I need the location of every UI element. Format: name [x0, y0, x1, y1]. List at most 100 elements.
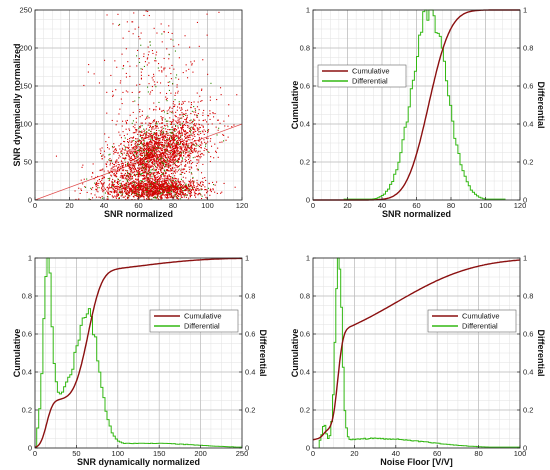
x-tick-label: 100	[479, 201, 492, 210]
scatter-point	[199, 144, 201, 146]
scatter-point	[153, 175, 155, 177]
scatter-point	[175, 146, 177, 148]
scatter-point	[167, 129, 169, 131]
scatter-point	[179, 155, 181, 157]
scatter-point	[216, 192, 218, 194]
scatter-point	[165, 130, 167, 132]
scatter-point	[137, 149, 139, 151]
scatter-point	[205, 142, 207, 144]
scatter-point	[135, 171, 137, 173]
scatter-point	[227, 136, 229, 138]
scatter-point	[115, 162, 117, 164]
scatter-point	[170, 160, 172, 162]
scatter-point	[223, 120, 225, 122]
scatter-point	[137, 184, 139, 186]
scatter-point	[158, 151, 160, 153]
scatter-point	[149, 198, 151, 200]
scatter-point	[157, 171, 159, 173]
scatter-point	[154, 145, 156, 147]
scatter-point	[196, 188, 198, 190]
scatter-point	[95, 188, 97, 190]
scatter-point	[160, 144, 162, 146]
scatter-point	[185, 170, 187, 172]
scatter-point	[143, 53, 145, 55]
scatter-point	[143, 138, 145, 140]
scatter-point	[103, 177, 105, 179]
scatter-point	[173, 196, 175, 198]
scatter-point	[161, 194, 163, 196]
scatter-point	[121, 175, 123, 177]
scatter-point	[142, 193, 144, 195]
scatter-point	[134, 191, 136, 193]
scatter-point	[170, 190, 172, 192]
scatter-point	[125, 182, 127, 184]
scatter-point	[176, 154, 178, 156]
scatter-point	[161, 160, 163, 162]
scatter-point	[126, 177, 128, 179]
scatter-point	[140, 148, 142, 150]
scatter-point	[82, 183, 84, 185]
scatter-point	[161, 33, 163, 35]
scatter-point	[173, 197, 175, 199]
scatter-point	[149, 156, 151, 158]
scatter-point	[195, 188, 197, 190]
scatter-point	[151, 180, 153, 182]
scatter-point	[205, 179, 207, 181]
scatter-point	[156, 141, 158, 143]
scatter-point	[167, 185, 169, 187]
scatter-point	[102, 189, 104, 191]
scatter-point	[141, 131, 143, 133]
scatter-point	[135, 141, 137, 143]
scatter-point	[144, 166, 146, 168]
scatter-point	[148, 138, 150, 140]
scatter-point	[155, 186, 157, 188]
scatter-point	[128, 163, 130, 165]
scatter-point	[157, 163, 159, 165]
scatter-point	[124, 190, 126, 192]
scatter-point	[162, 131, 164, 133]
scatter-point	[211, 145, 213, 147]
scatter-point	[140, 44, 142, 46]
scatter-point	[189, 131, 191, 133]
y-right-tick-label: 1	[523, 254, 527, 263]
y-right-tick-label: 0.4	[523, 368, 533, 377]
scatter-point	[148, 174, 150, 176]
scatter-point	[148, 136, 150, 138]
scatter-point	[152, 186, 154, 188]
scatter-point	[161, 139, 163, 141]
scatter-point	[157, 171, 159, 173]
scatter-point	[111, 182, 113, 184]
scatter-point	[153, 193, 155, 195]
scatter-point	[179, 183, 181, 185]
scatter-point	[181, 157, 183, 159]
scatter-point	[173, 138, 175, 140]
scatter-point	[186, 117, 188, 119]
scatter-point	[184, 137, 186, 139]
scatter-point	[145, 122, 147, 124]
scatter-point	[137, 198, 139, 200]
scatter-point	[138, 183, 140, 185]
scatter-point	[152, 191, 154, 193]
scatter-point	[150, 173, 152, 175]
scatter-point	[114, 190, 116, 192]
scatter-point	[217, 119, 219, 121]
scatter-point	[169, 158, 171, 160]
scatter-point	[150, 150, 152, 152]
scatter-point	[122, 188, 124, 190]
scatter-point	[160, 131, 162, 133]
scatter-point	[210, 189, 212, 191]
scatter-point	[201, 100, 203, 102]
scatter-point	[139, 195, 141, 197]
scatter-point	[151, 77, 153, 79]
scatter-point	[127, 141, 129, 143]
scatter-point	[159, 176, 161, 178]
scatter-point	[118, 197, 120, 199]
scatter-point	[137, 167, 139, 169]
scatter-point	[175, 158, 177, 160]
scatter-point	[163, 138, 165, 140]
scatter-point	[140, 122, 142, 124]
scatter-point	[137, 167, 139, 169]
scatter-point	[133, 147, 135, 149]
scatter-point	[128, 150, 130, 152]
scatter-point	[152, 147, 154, 149]
